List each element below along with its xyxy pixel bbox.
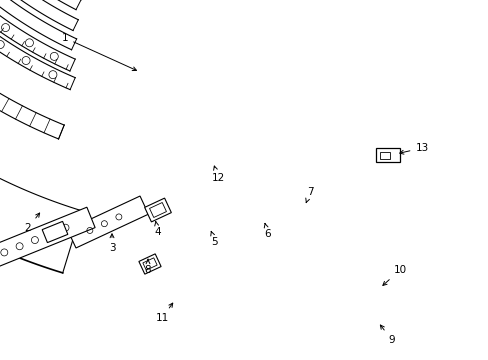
Text: 10: 10 — [382, 265, 406, 285]
Text: 4: 4 — [154, 221, 161, 237]
Polygon shape — [0, 207, 95, 269]
Polygon shape — [0, 0, 75, 71]
FancyBboxPatch shape — [379, 152, 389, 159]
Text: 3: 3 — [108, 234, 115, 253]
Polygon shape — [0, 0, 78, 31]
Text: 2: 2 — [24, 213, 40, 233]
Polygon shape — [0, 0, 77, 50]
Polygon shape — [0, 0, 81, 273]
Text: 9: 9 — [380, 325, 394, 345]
Text: 7: 7 — [305, 187, 313, 203]
Polygon shape — [0, 0, 81, 10]
Polygon shape — [144, 198, 171, 222]
Text: 11: 11 — [155, 303, 172, 323]
Text: 1: 1 — [61, 33, 136, 71]
FancyBboxPatch shape — [375, 148, 399, 162]
Polygon shape — [149, 203, 166, 217]
Polygon shape — [0, 0, 75, 90]
Text: 5: 5 — [210, 231, 218, 247]
Text: 8: 8 — [144, 259, 151, 275]
Text: 12: 12 — [211, 166, 224, 183]
Text: 13: 13 — [399, 143, 428, 154]
Polygon shape — [42, 221, 68, 243]
Polygon shape — [139, 254, 161, 274]
Polygon shape — [67, 196, 148, 248]
Text: 6: 6 — [264, 223, 271, 239]
Polygon shape — [142, 258, 157, 270]
